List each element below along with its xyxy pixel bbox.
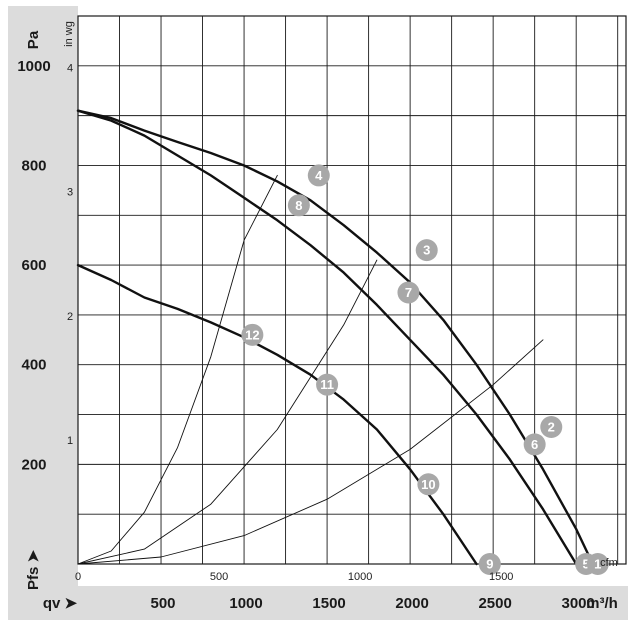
left-axis-panel	[8, 6, 78, 586]
bottom-axis-panel	[8, 586, 628, 620]
y-unit-inwg-label: in wg	[63, 21, 75, 47]
x-unit-cfm-label: cfm	[600, 557, 618, 569]
x-tick-cfm-label: 500	[210, 571, 228, 583]
x-tick-cfm-label: 0	[75, 571, 81, 583]
marker-6-label: 6	[531, 437, 538, 452]
y-axis-title: Pfs ➤	[25, 550, 42, 591]
y-tick-pa-label: 800	[21, 157, 46, 174]
marker-1-label: 1	[594, 557, 601, 572]
marker-11-label: 11	[320, 377, 334, 392]
x-tick-m3h-label: 1500	[312, 595, 345, 612]
marker-4-circle	[307, 164, 330, 187]
marker-2-circle	[540, 416, 563, 438]
curve-series-4	[77, 174, 278, 565]
marker-12-label: 12	[245, 327, 259, 342]
markers: 2 3 4 5 6 7 8 9 10 11 12 1	[241, 164, 609, 575]
marker-7-circle	[397, 281, 420, 304]
marker-3-label: 3	[423, 243, 430, 258]
marker-9-circle	[478, 553, 501, 575]
x-tick-m3h-label: 500	[151, 595, 176, 612]
y-tick-pa-label: 1000	[17, 58, 50, 75]
marker-3-circle	[415, 239, 438, 262]
x-tick-m3h-label: 3000	[561, 595, 594, 612]
marker-9-label: 9	[486, 557, 493, 572]
marker-10-circle	[417, 473, 440, 496]
marker-11-circle	[316, 373, 339, 396]
marker-8-label: 8	[295, 198, 302, 213]
y-tick-inwg-label: 3	[67, 187, 73, 199]
marker-7-label: 7	[405, 285, 412, 300]
curve-series-3	[76, 263, 478, 566]
y-tick-inwg-label: 4	[67, 63, 73, 75]
marker-4-label: 4	[315, 168, 323, 183]
curve-series-6	[77, 339, 544, 565]
y-tick-inwg-label: 1	[67, 435, 73, 447]
y-tick-pa-label: 200	[21, 456, 46, 473]
marker-1-circle	[586, 553, 609, 575]
x-tick-m3h-label: 1000	[229, 595, 262, 612]
x-tick-cfm-label: 1500	[489, 571, 513, 583]
curves	[76, 109, 594, 566]
y-tick-inwg-label: 2	[67, 311, 73, 323]
plot-border	[77, 15, 627, 565]
marker-6-circle	[523, 433, 546, 456]
x-tick-cfm-label: 1000	[348, 571, 372, 583]
x-tick-m3h-label: 2000	[395, 595, 428, 612]
marker-8-circle	[287, 194, 310, 217]
x-axis-title: qv ➤	[43, 595, 78, 612]
curve-series-1	[76, 109, 594, 566]
y-tick-pa-label: 400	[21, 357, 46, 374]
y-tick-pa-label: 600	[21, 257, 46, 274]
x-unit-m3h-label: m³/h	[586, 595, 618, 612]
curve-series-2	[76, 109, 578, 566]
marker-2-label: 2	[548, 420, 555, 435]
marker-10-label: 10	[421, 477, 435, 492]
curve-series-5	[77, 259, 378, 565]
marker-12-circle	[241, 323, 264, 346]
marker-5-label: 5	[583, 557, 590, 572]
y-unit-pa-label: Pa	[25, 30, 42, 49]
x-tick-m3h-label: 2500	[478, 595, 511, 612]
